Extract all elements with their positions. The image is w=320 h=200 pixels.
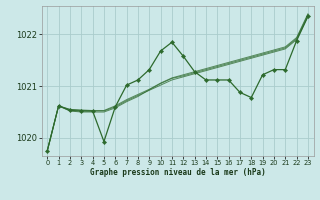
X-axis label: Graphe pression niveau de la mer (hPa): Graphe pression niveau de la mer (hPa) [90, 168, 266, 177]
